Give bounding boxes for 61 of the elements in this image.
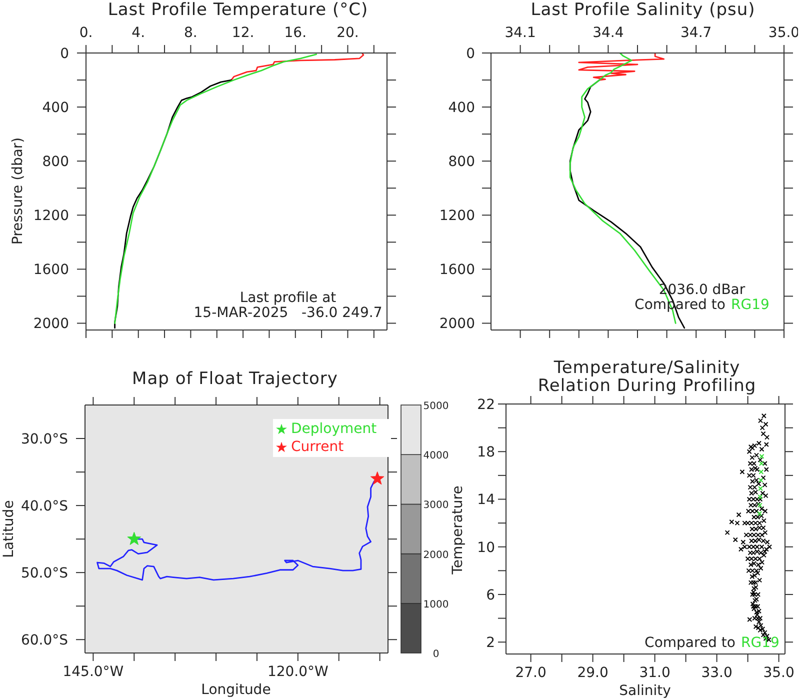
y-axis-title: Latitude: [1, 500, 17, 558]
x-tick-label: 34.7: [680, 25, 712, 41]
x-tick-label: 33.0: [701, 665, 732, 681]
x-tick-label: 4.: [132, 25, 146, 41]
y-tick-label: 50.0°S: [20, 566, 68, 582]
x-tick-label: 12.: [232, 25, 254, 41]
x-tick-label: 27.0: [515, 665, 546, 681]
annotation: Compared to: [644, 635, 736, 651]
color-bar-label: 4000: [423, 450, 449, 462]
y-tick-label: 18: [477, 444, 495, 461]
line-series: [230, 53, 364, 81]
chart-title: Last Profile Temperature (°C): [106, 0, 370, 20]
y-tick-label: 1200: [439, 208, 475, 224]
y-tick-label: 400: [42, 100, 69, 116]
chart-title: Temperature/Salinity Relation During Profiling: [536, 358, 758, 396]
x-tick-label: 16.: [284, 25, 307, 41]
y-tick-label: 1200: [33, 208, 69, 224]
x-tick-label: 34.4: [592, 25, 624, 41]
x-tick-label: 20.: [336, 25, 359, 41]
y-tick-label: 1600: [33, 262, 69, 278]
y-tick-label: 6: [486, 587, 496, 604]
x-tick-label: 8.: [184, 25, 198, 41]
x-tick-label: 35.0: [763, 665, 794, 681]
x-tick-label: 120.0°W: [267, 664, 329, 680]
y-tick-label: 22: [477, 397, 495, 413]
y-tick-label: 40.0°S: [20, 498, 68, 515]
chart-title: Last Profile Salinity (psu): [530, 0, 756, 20]
chart-title: Map of Float Trajectory: [131, 369, 339, 389]
color-bar-label: 2000: [423, 550, 449, 561]
y-tick-label: 2000: [33, 316, 69, 332]
color-bar-label: 1000: [423, 599, 449, 610]
y-tick-label: 0: [466, 46, 475, 62]
line-series: [578, 53, 665, 81]
y-tick-label: 0: [60, 46, 69, 62]
y-tick-label: 800: [42, 154, 69, 170]
color-bar-label: 3000: [423, 500, 449, 512]
x-tick-label: 34.1: [504, 25, 536, 41]
y-tick-label: 2: [486, 635, 495, 652]
y-tick-label: 30.0°S: [20, 432, 68, 448]
x-tick-label: 31.0: [639, 665, 670, 681]
y-axis-title: Pressure (dbar): [10, 137, 26, 245]
x-tick-label: 0.: [79, 25, 93, 41]
y-tick-label: 800: [448, 154, 475, 170]
text: RG19: [741, 635, 780, 651]
legend-label: Current: [291, 439, 344, 455]
x-axis-title: Longitude: [201, 682, 271, 698]
annotation: Last profile at: [240, 290, 336, 306]
annotation: 15-MAR-2025 -36.0 249.7: [194, 305, 382, 321]
y-tick-label: 60.0°S: [20, 632, 68, 649]
y-tick-label: 2000: [439, 316, 475, 332]
color-bar-label: 5000: [423, 401, 449, 412]
legend-label: Deployment: [291, 421, 377, 437]
y-tick-label: 1600: [439, 262, 475, 278]
x-tick-label: 145.0°W: [62, 664, 124, 680]
text: RG19: [731, 297, 770, 313]
x-tick-label: 29.0: [577, 665, 608, 681]
x-axis-title: Salinity: [619, 683, 671, 699]
y-tick-label: 14: [477, 492, 496, 508]
y-axis-title: Temperature: [450, 486, 466, 574]
y-tick-label: 400: [448, 100, 475, 116]
y-tick-label: 10: [477, 540, 495, 556]
